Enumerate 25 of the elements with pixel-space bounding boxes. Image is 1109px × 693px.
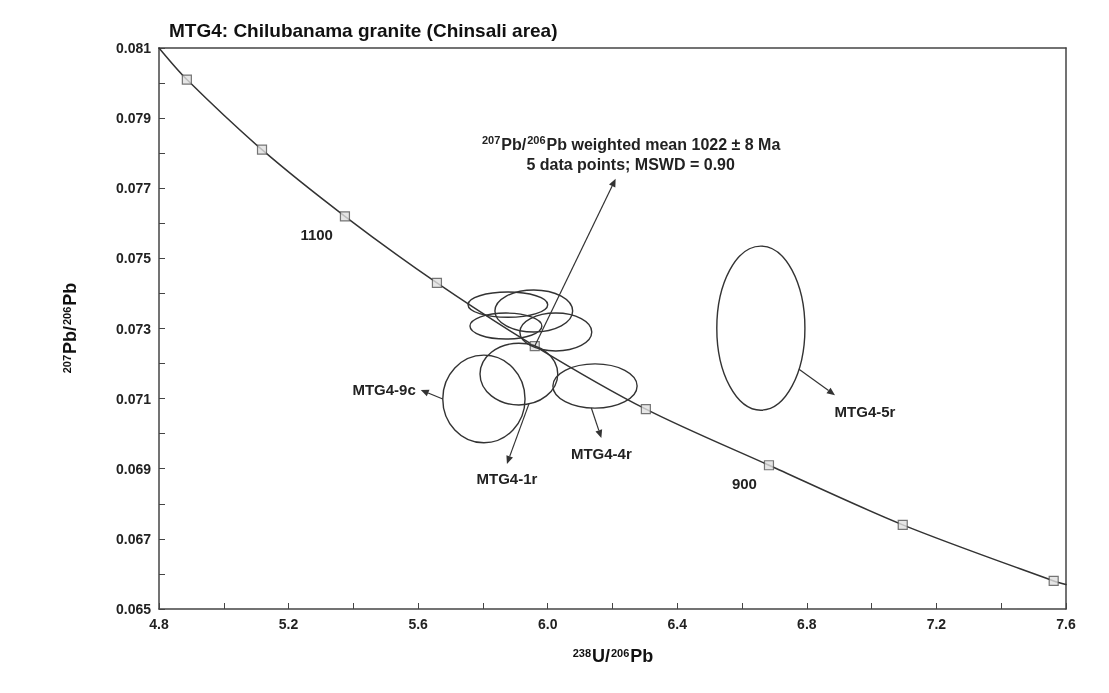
y-tick-label: 0.073: [115, 320, 152, 337]
x-tick-label: 5.2: [278, 616, 299, 632]
y-tick-label: 0.081: [115, 40, 152, 56]
y-tick-label: 0.077: [115, 180, 152, 197]
y-tick-label: 0.079: [115, 110, 152, 127]
y-tick-label: 0.067: [115, 530, 152, 547]
y-axis-title: 207Pb/206Pb: [60, 282, 80, 374]
x-tick-label: 6.4: [667, 616, 688, 632]
x-tick-label: 6.8: [797, 616, 817, 632]
annotation: MTG4-4r: [570, 444, 632, 462]
y-tick-label: 0.075: [115, 250, 152, 267]
x-tick-label: 6.0: [537, 616, 558, 632]
x-tick-label: 7.6: [1056, 616, 1076, 632]
x-tick-label: 4.8: [149, 616, 169, 632]
chart-title: MTG4: Chilubanama granite (Chinsali area): [169, 20, 558, 41]
annotation: MTG4-9c: [352, 381, 416, 399]
x-tick-label: 7.2: [926, 616, 947, 632]
y-tick-label: 0.071: [115, 390, 152, 407]
annotation: 1100: [300, 225, 333, 243]
annotation: 900: [731, 474, 757, 492]
x-tick-label: 5.6: [408, 616, 429, 632]
y-tick-label: 0.065: [115, 601, 152, 617]
y-tick-label: 0.069: [115, 460, 152, 477]
annotation: MTG4-1r: [476, 470, 538, 488]
annotation: MTG4-5r: [834, 402, 896, 420]
